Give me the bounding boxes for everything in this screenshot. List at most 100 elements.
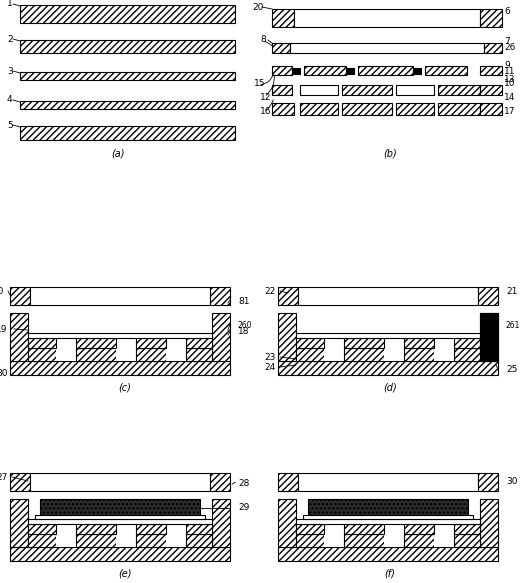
Bar — [212, 499, 230, 547]
Bar — [298, 473, 478, 491]
Bar — [358, 66, 413, 75]
Bar — [278, 499, 296, 547]
Text: 24: 24 — [264, 363, 275, 371]
Text: 29: 29 — [238, 504, 249, 512]
Text: 25: 25 — [506, 364, 518, 374]
Bar — [20, 72, 235, 80]
Text: 10: 10 — [504, 79, 515, 89]
Text: 4: 4 — [7, 96, 13, 104]
Bar — [324, 534, 344, 547]
Bar — [300, 85, 338, 95]
Text: 28: 28 — [238, 479, 249, 487]
Bar — [480, 499, 498, 547]
Bar — [186, 534, 212, 547]
Text: 8: 8 — [260, 36, 266, 44]
Text: 21: 21 — [506, 286, 518, 296]
Bar — [438, 103, 480, 115]
Bar — [76, 338, 116, 348]
Bar — [136, 338, 166, 348]
Bar — [210, 473, 230, 491]
Bar — [10, 547, 230, 561]
Bar — [56, 348, 76, 361]
Bar — [136, 524, 166, 534]
Bar — [30, 473, 210, 491]
Text: (f): (f) — [385, 568, 396, 578]
Bar — [35, 515, 205, 519]
Bar — [278, 547, 498, 561]
Bar — [20, 5, 235, 23]
Bar — [344, 338, 384, 348]
Text: 260: 260 — [238, 321, 252, 329]
Bar — [186, 338, 212, 348]
Bar — [272, 66, 292, 75]
Bar — [166, 534, 186, 547]
Bar — [434, 534, 454, 547]
Bar — [298, 287, 478, 305]
Bar — [304, 66, 346, 75]
Bar — [186, 348, 212, 361]
Bar — [308, 499, 468, 517]
Text: 9: 9 — [504, 61, 510, 69]
Bar — [28, 338, 56, 348]
Bar — [272, 103, 294, 115]
Bar — [480, 313, 498, 361]
Bar — [454, 338, 480, 348]
Bar — [278, 313, 296, 361]
Text: (b): (b) — [383, 148, 397, 158]
Bar — [434, 348, 454, 361]
Bar — [10, 313, 28, 361]
Bar — [296, 534, 324, 547]
Bar — [344, 534, 384, 547]
Text: 3: 3 — [7, 66, 13, 76]
Text: (e): (e) — [118, 568, 132, 578]
Bar — [28, 333, 212, 338]
Bar — [480, 103, 502, 115]
Text: (c): (c) — [118, 382, 132, 392]
Bar — [20, 126, 235, 140]
Bar — [10, 473, 30, 491]
Bar — [344, 348, 384, 361]
Bar — [56, 534, 76, 547]
Bar — [278, 473, 298, 491]
Bar — [292, 68, 300, 74]
Bar — [10, 499, 28, 547]
Bar — [404, 338, 434, 348]
Bar — [28, 534, 56, 547]
Bar — [454, 348, 480, 361]
Bar — [296, 519, 480, 524]
Bar — [404, 348, 434, 361]
Text: 11: 11 — [504, 68, 515, 76]
Text: 80: 80 — [0, 368, 7, 378]
Bar — [30, 287, 210, 305]
Bar — [404, 534, 434, 547]
Bar — [272, 85, 292, 95]
Text: 5: 5 — [7, 121, 13, 129]
Bar — [272, 9, 294, 27]
Bar — [396, 85, 434, 95]
Text: 261: 261 — [506, 321, 520, 329]
Bar — [186, 524, 212, 534]
Text: 20: 20 — [0, 286, 3, 296]
Bar — [212, 313, 230, 361]
Bar — [116, 534, 136, 547]
Bar — [278, 287, 298, 305]
Bar — [384, 534, 404, 547]
Bar — [425, 66, 467, 75]
Bar — [478, 287, 498, 305]
Text: 20: 20 — [252, 3, 264, 12]
Bar — [76, 524, 116, 534]
Bar — [404, 524, 434, 534]
Text: 17: 17 — [504, 107, 515, 117]
Bar — [20, 101, 235, 109]
Bar — [296, 348, 324, 361]
Text: 30: 30 — [506, 476, 518, 486]
Text: 26: 26 — [504, 44, 515, 52]
Bar — [384, 348, 404, 361]
Bar — [136, 348, 166, 361]
Bar — [278, 361, 498, 375]
Bar — [20, 40, 235, 53]
Text: 18: 18 — [238, 328, 249, 336]
Bar — [303, 515, 473, 519]
Text: 27: 27 — [0, 472, 7, 482]
Bar — [438, 85, 480, 95]
